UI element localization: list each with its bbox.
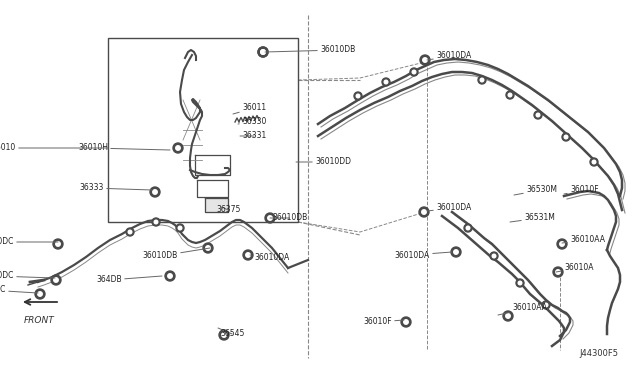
Text: 36010DA: 36010DA	[250, 253, 289, 263]
Text: 36333: 36333	[79, 183, 152, 192]
Circle shape	[258, 47, 268, 57]
Circle shape	[480, 78, 484, 82]
Circle shape	[165, 271, 175, 281]
Text: 36010DB: 36010DB	[270, 214, 307, 222]
Circle shape	[562, 133, 570, 141]
Circle shape	[126, 228, 134, 236]
Text: 36010DC: 36010DC	[0, 285, 38, 295]
Text: 36010AA: 36010AA	[562, 235, 605, 244]
Circle shape	[260, 50, 265, 54]
Circle shape	[205, 246, 211, 250]
Circle shape	[451, 247, 461, 257]
Text: 36010DB: 36010DB	[143, 248, 210, 260]
Circle shape	[536, 113, 540, 117]
Circle shape	[592, 160, 596, 164]
Text: 36010DA: 36010DA	[427, 51, 471, 61]
Circle shape	[154, 220, 158, 224]
Circle shape	[128, 230, 132, 234]
Text: 36375: 36375	[216, 205, 241, 215]
Circle shape	[420, 55, 430, 65]
Text: 36010F: 36010F	[364, 317, 404, 327]
Circle shape	[176, 146, 180, 150]
Text: 36330: 36330	[238, 118, 266, 126]
Text: 36531M: 36531M	[510, 214, 555, 222]
Circle shape	[516, 279, 524, 287]
Circle shape	[564, 135, 568, 139]
Circle shape	[221, 333, 227, 337]
Circle shape	[508, 93, 512, 97]
Circle shape	[219, 330, 229, 340]
Polygon shape	[205, 198, 228, 212]
Circle shape	[265, 213, 275, 223]
Circle shape	[478, 76, 486, 84]
Text: 36010: 36010	[0, 144, 108, 153]
Circle shape	[492, 254, 496, 258]
Circle shape	[422, 210, 426, 214]
Circle shape	[54, 278, 58, 282]
Circle shape	[419, 207, 429, 217]
Text: 36010DC: 36010DC	[0, 237, 58, 247]
Circle shape	[466, 226, 470, 230]
Circle shape	[382, 78, 390, 86]
Circle shape	[168, 274, 172, 278]
Circle shape	[260, 50, 265, 54]
Circle shape	[152, 218, 160, 226]
Text: 36331: 36331	[240, 131, 266, 141]
Text: 36010A: 36010A	[556, 263, 593, 273]
Circle shape	[556, 270, 560, 274]
Text: 36010DD: 36010DD	[296, 157, 351, 167]
Circle shape	[490, 252, 498, 260]
Text: 36011: 36011	[233, 103, 266, 114]
Circle shape	[506, 91, 514, 99]
Text: 36010DA: 36010DA	[427, 203, 471, 212]
Circle shape	[173, 143, 183, 153]
Text: FRONT: FRONT	[24, 316, 55, 325]
Text: 36010F: 36010F	[564, 186, 598, 195]
Text: 364DB: 364DB	[97, 276, 162, 285]
Text: 36530M: 36530M	[514, 186, 557, 195]
Text: 36010DA: 36010DA	[395, 250, 452, 260]
Circle shape	[412, 70, 416, 74]
Circle shape	[557, 239, 567, 249]
Circle shape	[35, 289, 45, 299]
Text: 36545: 36545	[218, 328, 244, 339]
Circle shape	[56, 242, 60, 246]
Bar	[108, 38, 298, 222]
Circle shape	[51, 275, 61, 285]
Text: J44300F5: J44300F5	[579, 349, 618, 358]
Circle shape	[401, 317, 411, 327]
Circle shape	[410, 68, 418, 76]
Circle shape	[542, 301, 550, 309]
Circle shape	[258, 47, 268, 57]
Circle shape	[53, 239, 63, 249]
Circle shape	[464, 224, 472, 232]
Circle shape	[150, 187, 160, 197]
Circle shape	[534, 111, 542, 119]
Circle shape	[423, 58, 428, 62]
Circle shape	[38, 292, 42, 296]
Circle shape	[553, 267, 563, 277]
Circle shape	[153, 190, 157, 194]
Text: 36010DC: 36010DC	[0, 272, 55, 280]
Text: 36010AA: 36010AA	[498, 304, 547, 315]
Circle shape	[203, 243, 213, 253]
Circle shape	[506, 314, 510, 318]
Circle shape	[354, 92, 362, 100]
Circle shape	[356, 94, 360, 98]
Text: 36010DB: 36010DB	[265, 45, 355, 55]
Circle shape	[176, 224, 184, 232]
Circle shape	[178, 226, 182, 230]
Circle shape	[384, 80, 388, 84]
Circle shape	[243, 250, 253, 260]
Circle shape	[518, 281, 522, 285]
Circle shape	[246, 253, 250, 257]
Circle shape	[544, 303, 548, 307]
Circle shape	[454, 250, 458, 254]
Circle shape	[590, 158, 598, 166]
Circle shape	[268, 216, 272, 220]
Text: 36010H: 36010H	[78, 144, 170, 153]
Circle shape	[560, 242, 564, 246]
Circle shape	[503, 311, 513, 321]
Circle shape	[404, 320, 408, 324]
